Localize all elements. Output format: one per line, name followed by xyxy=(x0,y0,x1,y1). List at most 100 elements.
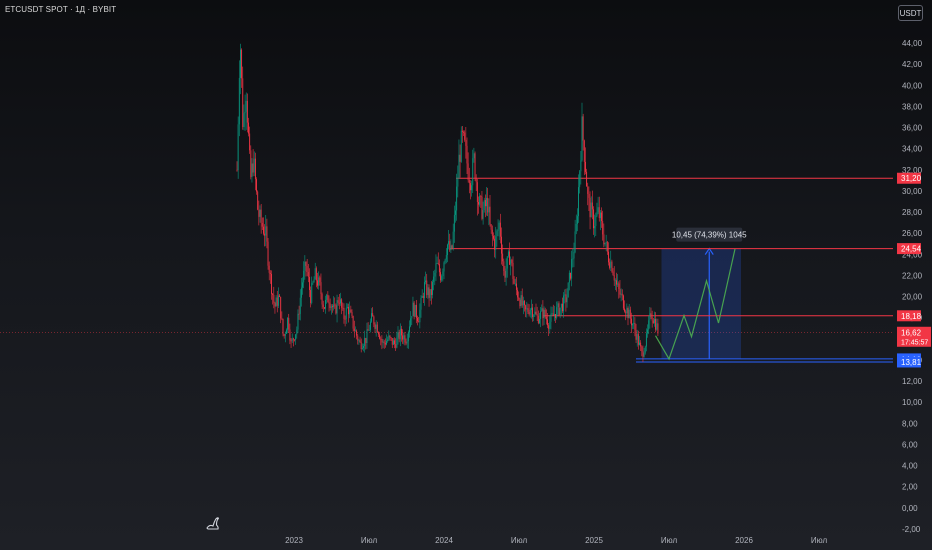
y-tick-label: 12,00 xyxy=(902,377,923,386)
candle-body xyxy=(307,272,309,277)
x-tick-label: Июл xyxy=(361,536,378,545)
candle-body xyxy=(494,238,496,250)
candle-body xyxy=(387,339,389,342)
candle-body xyxy=(583,140,585,162)
candle-body xyxy=(629,309,631,319)
candle-body xyxy=(407,332,409,342)
measure-range-box[interactable] xyxy=(661,248,742,359)
candle-body xyxy=(353,328,355,332)
candle-body xyxy=(245,100,247,112)
candle-body xyxy=(254,158,256,180)
candle-body xyxy=(325,299,326,309)
candle-body xyxy=(535,311,537,314)
candle-body xyxy=(306,265,308,273)
candle-body xyxy=(562,303,563,312)
candle-body xyxy=(321,294,323,305)
candle-body xyxy=(618,283,620,290)
candle-body xyxy=(558,303,560,316)
candle-body xyxy=(332,306,333,308)
candle-body xyxy=(333,304,335,308)
candle-body xyxy=(481,196,483,219)
y-tick-label: 36,00 xyxy=(902,124,923,133)
candle-body xyxy=(464,132,466,140)
candle-body xyxy=(450,245,452,251)
candle-body xyxy=(380,338,382,340)
candle-body xyxy=(320,282,322,295)
candle-body xyxy=(619,289,621,295)
candle-body xyxy=(374,324,376,329)
candle-body xyxy=(273,295,275,303)
candle-body xyxy=(632,324,634,326)
candle-body xyxy=(610,261,612,268)
candle-body xyxy=(601,212,602,222)
candle-body xyxy=(484,200,486,207)
candle-body xyxy=(574,231,576,253)
candle-body xyxy=(274,302,276,307)
candle-body xyxy=(463,131,464,133)
candle-body xyxy=(376,324,378,333)
y-tick-label: 38,00 xyxy=(902,102,923,111)
candle-body xyxy=(438,264,440,273)
candle-body xyxy=(402,335,404,340)
y-tick-label: 8,00 xyxy=(902,419,918,428)
candle-body xyxy=(517,289,519,298)
candle-body xyxy=(479,196,481,205)
candle-body xyxy=(338,302,340,304)
candle-body xyxy=(564,294,566,296)
candle-body xyxy=(420,297,422,310)
candle-body xyxy=(519,299,521,307)
candle-body xyxy=(567,282,569,298)
candle-body xyxy=(520,295,522,307)
y-tick-label: 22,00 xyxy=(902,271,923,280)
candle-body xyxy=(369,321,371,330)
candle-body xyxy=(596,212,598,216)
candle-body xyxy=(532,307,533,317)
candle-body xyxy=(311,283,313,303)
candle-body xyxy=(296,329,298,335)
candle-body xyxy=(458,154,460,179)
level-price-tag xyxy=(897,172,921,184)
candle-body xyxy=(425,280,427,283)
candle-body xyxy=(250,150,252,178)
candle-body xyxy=(502,253,504,262)
candle-body xyxy=(257,191,259,210)
projection-path[interactable] xyxy=(654,248,736,361)
candle-body xyxy=(411,316,413,319)
candle-body xyxy=(421,295,423,298)
candle-body xyxy=(440,272,441,281)
candle-body xyxy=(401,328,402,336)
candle-body xyxy=(238,77,240,125)
candle-body xyxy=(552,313,554,316)
candle-body xyxy=(539,318,540,324)
candle-body xyxy=(397,332,399,338)
candle-body xyxy=(587,186,589,194)
candle-body xyxy=(466,145,468,164)
candle-body xyxy=(346,306,348,308)
candle-body xyxy=(530,307,532,310)
candle-body xyxy=(578,187,579,217)
y-tick-label: 44,00 xyxy=(902,39,923,48)
level-price-tag xyxy=(897,243,921,255)
candle-body xyxy=(565,294,567,303)
candle-body xyxy=(617,283,619,285)
candle-body xyxy=(461,130,463,132)
candle-body xyxy=(453,214,455,232)
candle-body xyxy=(598,207,600,219)
candle-body xyxy=(547,319,548,326)
candle-body xyxy=(491,229,493,236)
candle-body xyxy=(396,337,398,348)
candle-body xyxy=(349,309,351,315)
candle-body xyxy=(319,277,321,283)
candle-body xyxy=(348,306,349,315)
currency-button[interactable]: USDT xyxy=(898,5,923,21)
candle-body xyxy=(286,329,287,334)
measure-label-bg xyxy=(676,227,743,242)
level-price-label: 24,54 xyxy=(901,245,922,254)
candle-body xyxy=(488,206,490,213)
candle-body xyxy=(277,295,279,306)
candle-body xyxy=(310,290,312,303)
y-tick-label: -2,00 xyxy=(902,525,921,534)
candle-body xyxy=(560,303,562,308)
candle-body xyxy=(512,262,514,279)
